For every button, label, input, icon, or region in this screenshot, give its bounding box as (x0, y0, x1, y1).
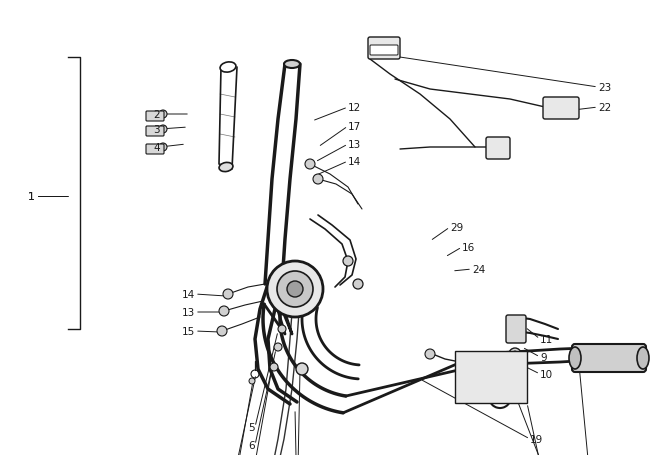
Circle shape (274, 343, 282, 351)
Circle shape (343, 257, 353, 267)
Circle shape (159, 126, 167, 134)
FancyBboxPatch shape (146, 127, 164, 136)
Text: 22: 22 (598, 103, 611, 113)
Circle shape (512, 351, 518, 357)
Text: 4: 4 (153, 143, 160, 153)
Circle shape (313, 175, 323, 185)
Text: 11: 11 (540, 334, 553, 344)
Circle shape (219, 306, 229, 316)
Circle shape (353, 279, 363, 289)
Text: 29: 29 (450, 222, 463, 233)
Ellipse shape (220, 63, 236, 73)
Circle shape (223, 289, 233, 299)
Text: 5: 5 (248, 422, 255, 432)
Text: 24: 24 (472, 264, 486, 274)
FancyBboxPatch shape (370, 46, 398, 56)
Circle shape (217, 326, 227, 336)
FancyBboxPatch shape (486, 138, 510, 160)
Text: 13: 13 (348, 140, 361, 150)
Text: 16: 16 (462, 243, 475, 253)
Ellipse shape (569, 347, 581, 369)
Circle shape (296, 363, 308, 375)
Text: 12: 12 (348, 103, 361, 113)
Circle shape (249, 378, 255, 384)
Text: 6: 6 (248, 440, 255, 450)
Circle shape (287, 281, 303, 298)
FancyBboxPatch shape (506, 315, 526, 343)
Text: 19: 19 (530, 434, 543, 444)
Ellipse shape (219, 163, 233, 172)
FancyBboxPatch shape (572, 344, 646, 372)
FancyBboxPatch shape (146, 112, 164, 122)
Text: 1: 1 (28, 192, 35, 202)
Text: 23: 23 (598, 83, 611, 93)
Ellipse shape (637, 347, 649, 369)
FancyBboxPatch shape (146, 145, 164, 155)
Circle shape (305, 160, 315, 170)
Circle shape (270, 363, 278, 371)
Bar (455, 351, 527, 403)
Circle shape (509, 348, 521, 360)
FancyBboxPatch shape (368, 38, 400, 60)
Text: 9: 9 (540, 352, 547, 362)
Text: 15: 15 (182, 326, 195, 336)
Circle shape (277, 271, 313, 307)
Text: 14: 14 (348, 157, 361, 167)
Circle shape (425, 349, 435, 359)
Circle shape (267, 262, 323, 317)
Circle shape (159, 111, 167, 119)
Text: 10: 10 (540, 369, 553, 379)
Circle shape (278, 325, 286, 333)
Text: 1: 1 (28, 192, 34, 202)
Text: 14: 14 (182, 289, 195, 299)
Text: 2: 2 (153, 110, 160, 120)
Text: 3: 3 (153, 125, 160, 135)
Text: 13: 13 (182, 307, 195, 317)
FancyBboxPatch shape (543, 98, 579, 120)
Ellipse shape (284, 61, 300, 69)
Text: 27: 27 (540, 454, 553, 455)
Text: 17: 17 (348, 122, 361, 131)
Circle shape (159, 144, 167, 152)
